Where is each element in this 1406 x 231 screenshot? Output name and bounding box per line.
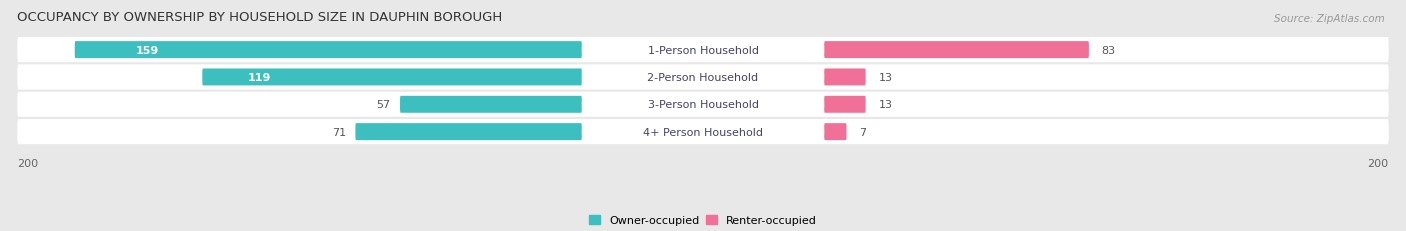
FancyBboxPatch shape <box>75 42 582 59</box>
FancyBboxPatch shape <box>582 98 824 112</box>
FancyBboxPatch shape <box>824 42 1088 59</box>
FancyBboxPatch shape <box>17 65 1389 90</box>
Text: 13: 13 <box>879 100 893 110</box>
Text: 3-Person Household: 3-Person Household <box>648 100 758 110</box>
Text: 4+ Person Household: 4+ Person Household <box>643 127 763 137</box>
Text: 71: 71 <box>332 127 346 137</box>
Text: 83: 83 <box>1102 46 1116 55</box>
FancyBboxPatch shape <box>824 69 866 86</box>
FancyBboxPatch shape <box>202 69 582 86</box>
Text: 200: 200 <box>17 158 38 168</box>
Text: 159: 159 <box>135 46 159 55</box>
Text: Source: ZipAtlas.com: Source: ZipAtlas.com <box>1274 14 1385 24</box>
FancyBboxPatch shape <box>824 124 846 140</box>
FancyBboxPatch shape <box>824 96 866 113</box>
FancyBboxPatch shape <box>356 124 582 140</box>
FancyBboxPatch shape <box>582 125 824 139</box>
Text: OCCUPANCY BY OWNERSHIP BY HOUSEHOLD SIZE IN DAUPHIN BOROUGH: OCCUPANCY BY OWNERSHIP BY HOUSEHOLD SIZE… <box>17 11 502 24</box>
FancyBboxPatch shape <box>401 96 582 113</box>
Text: 57: 57 <box>377 100 391 110</box>
Text: 119: 119 <box>247 73 271 83</box>
Text: 13: 13 <box>879 73 893 83</box>
FancyBboxPatch shape <box>582 44 824 57</box>
FancyBboxPatch shape <box>17 92 1389 117</box>
Text: 200: 200 <box>1368 158 1389 168</box>
Text: 7: 7 <box>859 127 866 137</box>
Legend: Owner-occupied, Renter-occupied: Owner-occupied, Renter-occupied <box>586 213 820 227</box>
Text: 1-Person Household: 1-Person Household <box>648 46 758 55</box>
FancyBboxPatch shape <box>17 38 1389 63</box>
Text: 2-Person Household: 2-Person Household <box>647 73 759 83</box>
FancyBboxPatch shape <box>582 71 824 84</box>
FancyBboxPatch shape <box>17 119 1389 145</box>
